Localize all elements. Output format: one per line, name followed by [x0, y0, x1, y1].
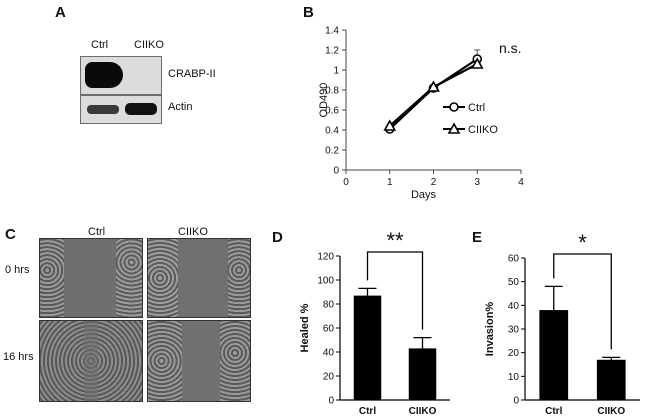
d-x-tick-label: Ctrl: [359, 406, 376, 416]
lane-label-ctrl: Ctrl: [91, 39, 109, 51]
row-label-16hrs: 16 hrs: [3, 351, 34, 363]
e-y-tick-label: 60: [508, 254, 520, 265]
panel-e-letter: E: [472, 229, 483, 246]
e-y-tick-label: 0: [513, 396, 519, 407]
b-legend-label-ctrl: Ctrl: [468, 102, 485, 114]
b-point-ciiko: [470, 57, 484, 69]
e-y-axis-title: Invasion%: [484, 302, 496, 357]
micrograph-ctrl-16hrs: [39, 320, 143, 402]
b-y-tick-label: 1.4: [325, 26, 339, 37]
b-legend-marker-ciiko: [447, 122, 461, 134]
d-bar-ciiko: [408, 348, 437, 400]
b-y-tick-label: 1: [333, 66, 339, 77]
b-y-tick-label: 0.8: [325, 86, 339, 97]
lane-label-ciiko: CIIKO: [134, 39, 164, 51]
micrograph-ciiko-16hrs: [147, 320, 251, 402]
b-y-tick-label: 1.2: [325, 46, 339, 57]
d-y-axis-title: Healed %: [299, 303, 311, 352]
d-y-tick-label: 60: [323, 324, 335, 335]
e-y-tick-label: 50: [508, 277, 520, 288]
b-point-ciiko: [383, 119, 397, 131]
d-y-tick-label: 20: [323, 372, 335, 383]
e-bar-ctrl: [539, 310, 569, 400]
b-point-ciiko: [427, 80, 440, 92]
b-x-tick-label: 4: [518, 177, 524, 188]
e-y-tick-label: 40: [508, 301, 520, 312]
d-y-tick-label: 0: [328, 396, 334, 407]
d-bar-ctrl: [353, 295, 382, 400]
e-significance-label: *: [578, 230, 587, 255]
band-label-actin: Actin: [168, 101, 193, 113]
d-y-tick-label: 40: [323, 348, 335, 359]
e-x-tick-label: Ctrl: [545, 406, 562, 416]
blot-actin: [80, 95, 162, 124]
panel-d-letter: D: [272, 229, 283, 246]
b-x-tick-label: 2: [431, 177, 437, 188]
b-legend-marker-ctrl: [449, 102, 459, 112]
d-y-tick-label: 100: [317, 276, 334, 287]
b-y-tick-label: 0.4: [325, 126, 339, 137]
d-x-tick-label: CIIKO: [409, 406, 437, 416]
col-label-ctrl: Ctrl: [88, 226, 106, 238]
col-label-ciiko: CIIKO: [178, 226, 208, 238]
b-y-tick-label: 0: [333, 166, 339, 177]
e-x-tick-label: CIIKO: [597, 406, 625, 416]
micrograph-ctrl-0hrs: [39, 238, 143, 318]
b-y-axis-title: OD490: [318, 83, 330, 118]
row-label-0hrs: 0 hrs: [5, 264, 30, 276]
band-label-crabp2: CRABP-II: [168, 68, 216, 80]
b-y-tick-label: 0.6: [325, 106, 339, 117]
d-y-tick-label: 80: [323, 300, 335, 311]
b-annotation-ns: n.s.: [499, 40, 522, 56]
e-bar-ciiko: [596, 359, 626, 400]
e-y-tick-label: 20: [508, 348, 520, 359]
b-x-tick-label: 3: [474, 177, 480, 188]
b-legend-label-ciiko: CIIKO: [468, 124, 498, 136]
d-significance-bracket: [366, 251, 424, 330]
e-significance-bracket: [553, 253, 612, 350]
b-x-tick-label: 0: [343, 177, 349, 188]
d-significance-label: **: [386, 228, 404, 253]
b-x-axis-title: Days: [411, 189, 437, 201]
panel-c-letter: C: [5, 226, 16, 243]
b-y-tick-label: 0.2: [325, 146, 339, 157]
micrograph-ciiko-0hrs: [147, 238, 251, 318]
panel-a-letter: A: [55, 4, 66, 21]
e-y-tick-label: 10: [508, 372, 520, 383]
panel-b-letter: B: [303, 4, 314, 21]
b-x-tick-label: 1: [387, 177, 393, 188]
d-y-tick-label: 120: [317, 252, 334, 263]
e-y-tick-label: 30: [508, 325, 520, 336]
blot-crabp2: [80, 56, 162, 95]
